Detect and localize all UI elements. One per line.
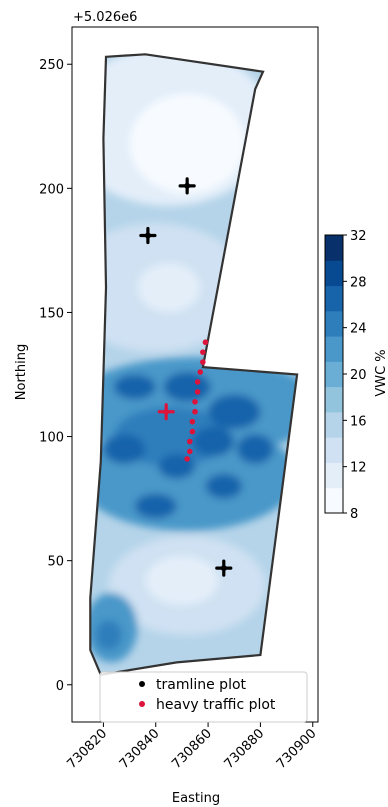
colorbar-band	[325, 285, 343, 312]
contour-zone	[236, 434, 274, 464]
contour-zone	[129, 94, 245, 194]
colorbar-band	[325, 437, 343, 463]
contour-zone	[205, 473, 243, 499]
contour-zone	[113, 374, 156, 400]
heavy-traffic-plot-point	[186, 448, 193, 455]
heavy-traffic-plot-point	[192, 408, 198, 415]
y-axis-offset-label: +5.026e6	[73, 10, 137, 25]
contour-zone	[137, 262, 201, 313]
colorbar: 8 12 16 20 24 28 32	[324, 229, 367, 522]
contour-zone	[192, 426, 235, 457]
legend-box	[99, 671, 308, 723]
colorbar-tick-label: 32	[350, 229, 367, 244]
field-boundary	[89, 53, 299, 677]
colorbar-band	[325, 411, 343, 438]
y-axis-label: Northing	[14, 344, 29, 400]
colorbar-band	[325, 310, 343, 337]
tramline-plot-point	[220, 565, 227, 572]
colorbar-label: VWC %	[374, 349, 388, 396]
colorbar-band	[325, 235, 343, 261]
x-tick-label: 730820	[65, 726, 111, 772]
colorbar-band	[325, 336, 343, 362]
contour-zone	[163, 372, 211, 402]
colorbar-band	[325, 361, 343, 388]
tramline-plot-point	[144, 232, 151, 239]
x-tick-label: 730860	[169, 726, 215, 772]
colorbar-tick-label: 12	[350, 461, 367, 476]
x-axis-ticks: 730820 730840 730860 730880 730900	[65, 722, 320, 772]
y-tick-label: 100	[39, 431, 64, 446]
colorbar-band	[325, 462, 343, 489]
y-tick-label: 0	[56, 679, 64, 694]
heavy-traffic-plot-point	[192, 399, 198, 405]
y-tick-label: 150	[39, 306, 64, 321]
y-tick-label: 50	[47, 555, 64, 570]
contour-zone	[95, 620, 122, 651]
colorbar-tick-label: 28	[350, 275, 367, 290]
heavy-traffic-plot-point	[189, 428, 196, 435]
contour-zone	[134, 493, 177, 519]
heavy-traffic-plot-point	[200, 349, 206, 355]
colorbar-tick-label: 16	[350, 414, 367, 429]
colorbar-band	[325, 386, 343, 413]
plot-markers	[139, 177, 233, 577]
heavy-traffic-plot-point	[200, 359, 206, 365]
x-tick-label: 730840	[117, 726, 163, 772]
legend-marker-tramline	[139, 681, 145, 687]
x-tick-label: 730900	[274, 726, 320, 772]
colorbar-tick-label: 20	[350, 368, 367, 383]
legend: tramline plot heavy traffic plot	[99, 671, 308, 723]
legend-marker-heavy-traffic	[139, 701, 145, 707]
tramline-plot-point	[184, 182, 191, 189]
contour-zones	[90, 54, 298, 663]
x-axis-label: Easting	[172, 791, 220, 806]
colorbar-band	[325, 487, 343, 514]
y-axis-ticks: 0 50 100 150 200 250	[39, 58, 72, 694]
y-tick-label: 250	[39, 58, 64, 73]
heavy-traffic-plot-marker	[157, 403, 175, 421]
contour-zone	[103, 434, 146, 464]
contour-zone	[145, 555, 219, 606]
legend-label-tramline: tramline plot	[156, 677, 247, 693]
x-tick-label: 730880	[222, 726, 268, 772]
colorbar-tick-label: 8	[350, 507, 358, 522]
heavy-traffic-plot-point	[194, 389, 201, 395]
heavy-traffic-plot-point	[194, 379, 201, 385]
heavy-traffic-plot-point	[186, 438, 193, 445]
legend-label-heavy-traffic: heavy traffic plot	[156, 697, 276, 713]
heavy-traffic-plot-point	[202, 339, 209, 346]
y-tick-label: 200	[39, 182, 64, 197]
colorbar-band	[325, 260, 343, 287]
heavy-traffic-plot-point	[197, 369, 204, 375]
heavy-traffic-plot-point	[189, 418, 196, 425]
contour-zone	[208, 394, 261, 430]
colorbar-tick-label: 24	[350, 322, 367, 337]
heavy-traffic-plot-point	[184, 456, 190, 462]
